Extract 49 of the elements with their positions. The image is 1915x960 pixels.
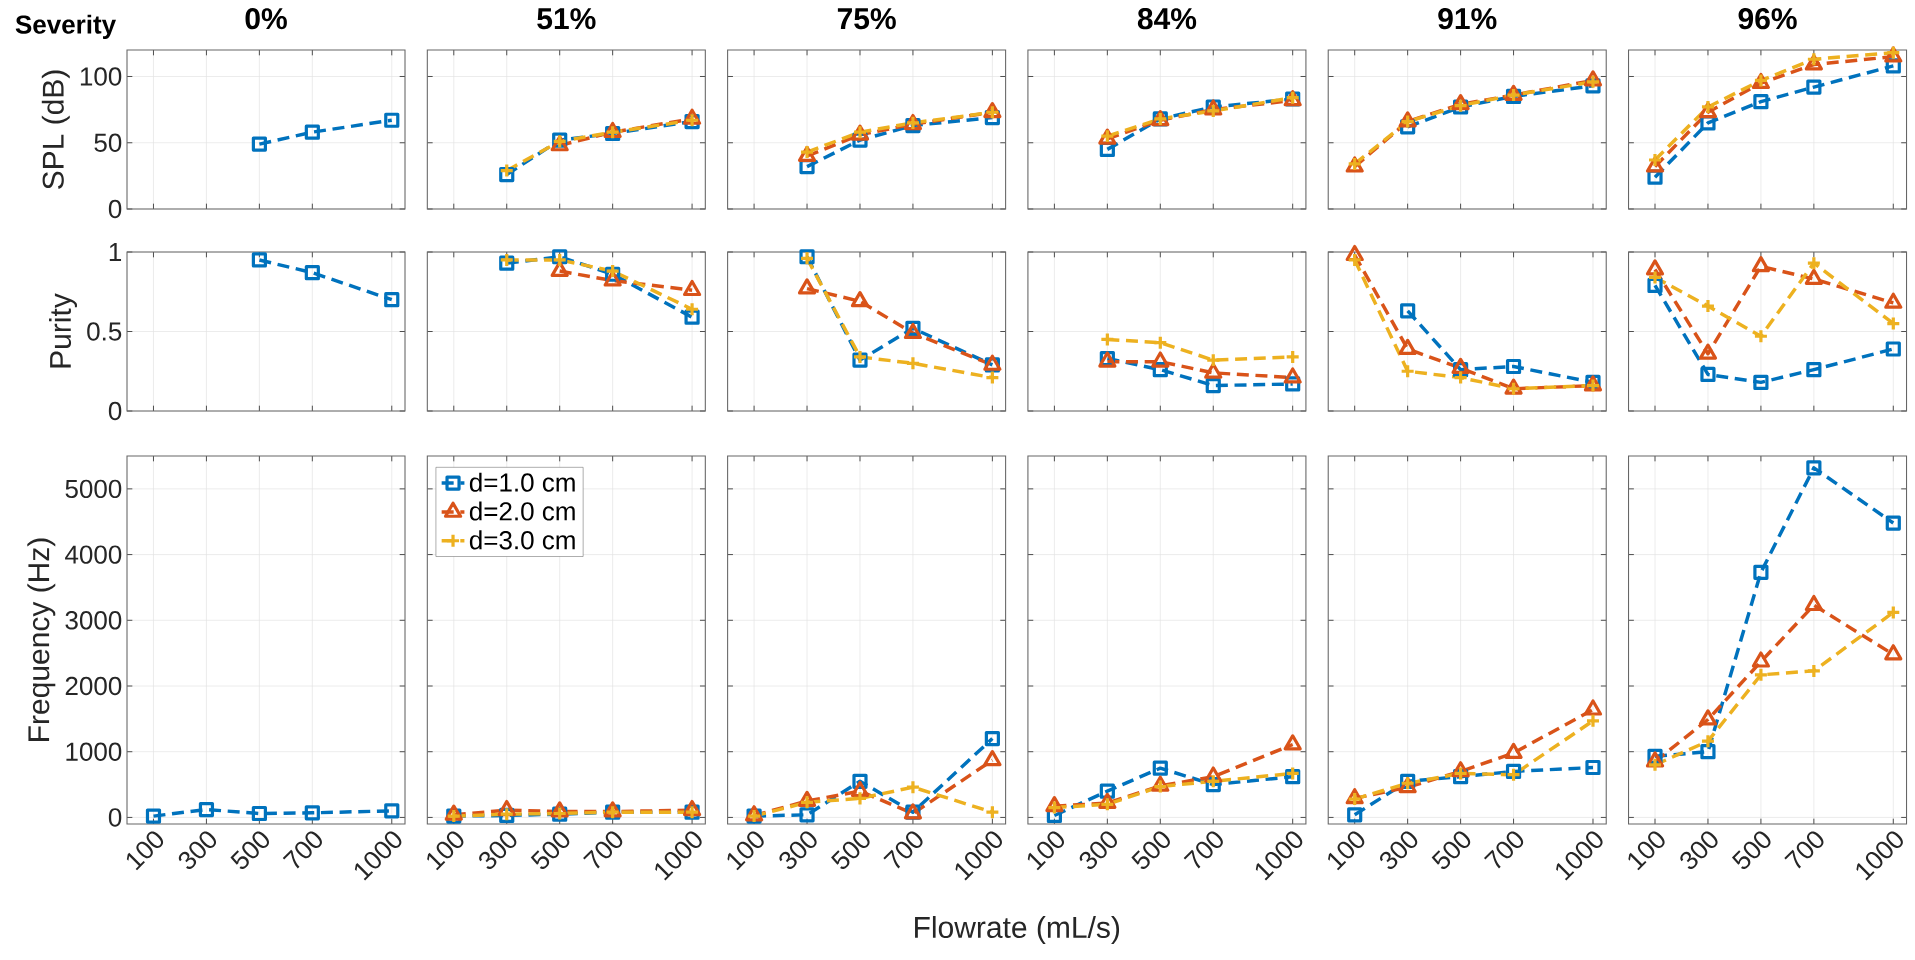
text: Severity bbox=[15, 14, 116, 39]
x-tick-label: 500 bbox=[1131, 831, 1170, 870]
y-tick-label: 0 bbox=[108, 199, 122, 219]
chart-title: 0% bbox=[245, 8, 287, 30]
legend-label: d=1.0 cm bbox=[469, 472, 575, 492]
y-tick-label: 0 bbox=[108, 808, 122, 827]
y-tick-label: 100 bbox=[80, 67, 122, 86]
x-tick-label: 700 bbox=[583, 831, 623, 869]
x-tick-label: 500 bbox=[230, 831, 269, 870]
y-tick-label: 0.5 bbox=[87, 322, 122, 341]
y-tick-label: 2000 bbox=[65, 676, 122, 696]
x-tick-label: 300 bbox=[1680, 831, 1718, 869]
x-tick-label: 700 bbox=[1784, 831, 1824, 869]
y-tick-label: 3000 bbox=[65, 611, 122, 630]
legend-label: d=2.0 cm bbox=[469, 501, 575, 521]
chart-title: 51% bbox=[537, 8, 596, 30]
x-tick-label: 500 bbox=[530, 831, 570, 870]
y-axis-title: Purity bbox=[49, 293, 77, 368]
y-tick-label: 5000 bbox=[65, 479, 122, 499]
x-tick-label: 300 bbox=[479, 831, 517, 869]
chart-title: 96% bbox=[1738, 8, 1797, 30]
x-tick-label: 700 bbox=[282, 831, 322, 869]
chart-title: 84% bbox=[1137, 8, 1197, 30]
x-tick-label: 700 bbox=[883, 831, 923, 869]
y-tick-label: 1000 bbox=[66, 742, 122, 761]
x-tick-label: 100 bbox=[1027, 831, 1065, 871]
x-tick-label: 300 bbox=[1079, 831, 1117, 869]
y-tick-label: 1 bbox=[109, 243, 122, 261]
x-axis-title: Flowrate (mL/s) bbox=[915, 916, 1120, 944]
x-tick-label: 700 bbox=[1183, 831, 1223, 869]
x-tick-label: 300 bbox=[178, 831, 217, 869]
x-tick-label: 500 bbox=[831, 831, 870, 870]
x-tick-label: 500 bbox=[1431, 831, 1471, 870]
x-tick-label: 100 bbox=[1628, 831, 1665, 871]
x-tick-label: 100 bbox=[727, 831, 764, 871]
x-tick-label: 100 bbox=[427, 831, 464, 871]
x-tick-label: 500 bbox=[1731, 831, 1771, 870]
chart-title: 91% bbox=[1438, 8, 1497, 30]
x-tick-label: 300 bbox=[779, 831, 817, 869]
y-tick-label: 0 bbox=[108, 401, 122, 421]
x-tick-label: 300 bbox=[1380, 831, 1418, 869]
x-tick-label: 100 bbox=[1328, 831, 1365, 871]
y-tick-label: 4000 bbox=[65, 545, 122, 564]
chart-title: 75% bbox=[837, 8, 896, 30]
y-axis-title: Frequency (Hz) bbox=[27, 538, 56, 741]
y-tick-label: 50 bbox=[94, 133, 122, 152]
legend-label: d=3.0 cm bbox=[469, 530, 575, 550]
y-axis-title: SPL (dB) bbox=[41, 70, 70, 189]
x-tick-label: 700 bbox=[1484, 831, 1524, 869]
